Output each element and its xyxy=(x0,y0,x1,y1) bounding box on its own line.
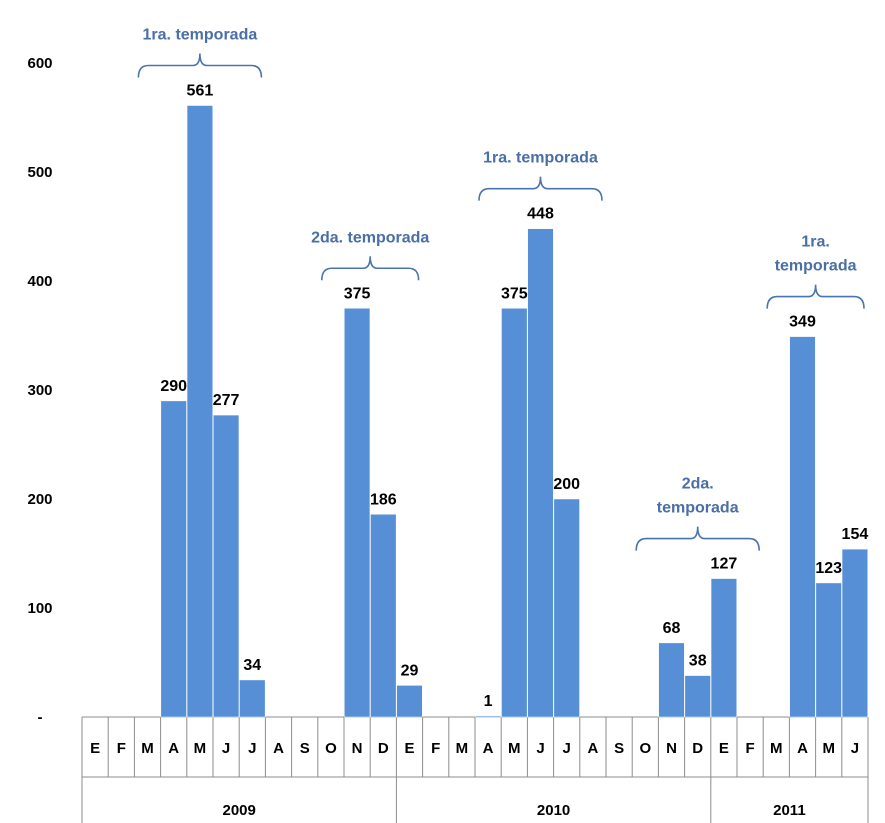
data-label: 375 xyxy=(501,285,528,302)
y-tick-label: 400 xyxy=(27,273,52,290)
month-label: F xyxy=(117,740,126,757)
month-label: O xyxy=(639,740,651,757)
y-tick-label: 100 xyxy=(27,600,52,617)
bar xyxy=(527,228,554,718)
data-label: 68 xyxy=(663,620,681,637)
bar xyxy=(370,514,397,718)
month-label: N xyxy=(352,740,363,757)
data-label: 154 xyxy=(842,526,869,543)
year-label: 2011 xyxy=(773,802,806,819)
season-annotation: 1ra. temporada xyxy=(143,27,258,44)
month-label: J xyxy=(536,740,544,757)
month-label: O xyxy=(325,740,337,757)
month-label: A xyxy=(483,740,494,757)
month-label: F xyxy=(431,740,440,757)
data-label: 277 xyxy=(213,392,240,409)
season-annotation: temporada xyxy=(657,500,739,517)
data-label: 1 xyxy=(484,693,493,710)
data-label: 127 xyxy=(711,556,738,573)
year-label: 2010 xyxy=(537,802,570,819)
month-label: A xyxy=(587,740,598,757)
data-label: 38 xyxy=(689,653,707,670)
month-label: J xyxy=(851,740,859,757)
month-label: E xyxy=(404,740,414,757)
bar xyxy=(789,336,816,718)
data-label: 561 xyxy=(187,83,214,100)
bar xyxy=(841,548,868,718)
season-brace xyxy=(137,53,263,78)
bar xyxy=(553,498,580,718)
bar xyxy=(160,400,187,718)
month-label: M xyxy=(194,740,207,757)
month-label: N xyxy=(666,740,677,757)
data-label: 29 xyxy=(401,662,419,679)
bar xyxy=(475,715,502,718)
x-axis-grid xyxy=(81,716,869,823)
data-label: 290 xyxy=(160,378,187,395)
month-label: S xyxy=(300,740,310,757)
season-annotation: 1ra. xyxy=(801,234,829,251)
month-label: E xyxy=(719,740,729,757)
season-annotation: 2da. temporada xyxy=(311,229,429,246)
y-axis: 600 500 400 300 200 100 - xyxy=(27,55,52,726)
year-labels: 2009 2010 2011 xyxy=(223,802,806,819)
data-labels: 290 561 277 34 375 186 29 1 375 448 200 68 38 127 349 1… xyxy=(160,83,868,710)
data-label: 349 xyxy=(789,314,816,331)
month-label: D xyxy=(378,740,389,757)
data-label: 186 xyxy=(370,491,397,508)
y-tick-label: 200 xyxy=(27,491,52,508)
bar xyxy=(344,308,371,718)
month-label: J xyxy=(248,740,256,757)
season-annotation: 1ra. temporada xyxy=(483,150,598,167)
month-label: A xyxy=(797,740,808,757)
season-annotations: 1ra. temporada 2da. temporada 1ra. tempora… xyxy=(137,27,865,551)
bar xyxy=(239,679,266,718)
data-label: 200 xyxy=(553,476,580,493)
bar xyxy=(710,578,737,718)
month-label: M xyxy=(141,740,154,757)
y-tick-label: 600 xyxy=(27,55,52,72)
month-label: D xyxy=(692,740,703,757)
season-brace xyxy=(766,284,865,309)
bar xyxy=(658,642,685,718)
month-label: M xyxy=(822,740,835,757)
month-label: M xyxy=(770,740,783,757)
y-tick-label: 300 xyxy=(27,382,52,399)
month-label: J xyxy=(563,740,571,757)
y-tick-label: - xyxy=(38,709,43,726)
year-label: 2009 xyxy=(223,802,256,819)
bar xyxy=(213,414,240,718)
data-label: 448 xyxy=(527,206,554,223)
bar xyxy=(684,675,711,718)
season-annotation: 2da. xyxy=(682,476,714,493)
data-label: 123 xyxy=(815,560,842,577)
month-label: E xyxy=(90,740,100,757)
season-annotation: temporada xyxy=(775,258,857,275)
bar xyxy=(815,582,842,718)
month-label: J xyxy=(222,740,230,757)
month-label: F xyxy=(746,740,755,757)
data-label: 34 xyxy=(243,657,261,674)
month-label: A xyxy=(168,740,179,757)
bar xyxy=(396,685,423,718)
month-label: M xyxy=(456,740,469,757)
season-brace xyxy=(321,256,420,281)
data-label: 375 xyxy=(344,285,371,302)
y-tick-label: 500 xyxy=(27,164,52,181)
month-label: S xyxy=(614,740,624,757)
season-brace xyxy=(478,176,603,201)
month-label: A xyxy=(273,740,284,757)
bars xyxy=(160,105,868,718)
season-brace xyxy=(635,526,760,551)
bar xyxy=(186,105,213,718)
month-label: M xyxy=(508,740,521,757)
bar xyxy=(501,308,528,718)
